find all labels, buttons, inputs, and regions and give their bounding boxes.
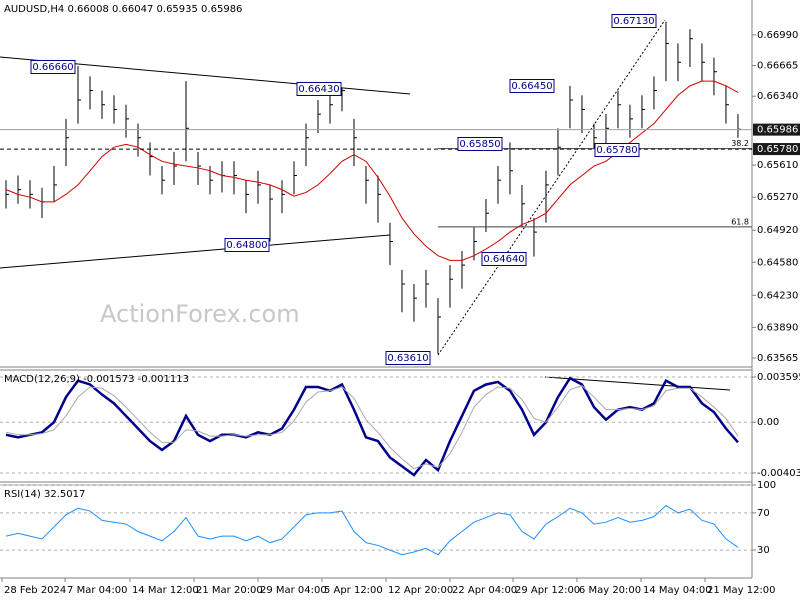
annotation-box bbox=[296, 82, 342, 96]
y-tick-label: 30 bbox=[757, 545, 770, 556]
annotation: 0.65780 bbox=[596, 145, 637, 156]
fib-label: 38.2 bbox=[731, 139, 749, 148]
series-line bbox=[5, 385, 739, 470]
panel-title: RSI(14) 32.5017 bbox=[4, 489, 85, 500]
y-tick-label: 0.66665 bbox=[757, 61, 798, 72]
y-tick-label: 100 bbox=[757, 480, 776, 491]
y-tick-label: 0.00 bbox=[757, 417, 779, 428]
x-tick-label: 14 Mar 12:00 bbox=[132, 585, 199, 596]
annotation: 0.66430 bbox=[298, 84, 339, 95]
price-tag-label: 0.65986 bbox=[757, 125, 798, 136]
series-line bbox=[5, 376, 739, 477]
annotation-box bbox=[594, 143, 640, 157]
y-tick-label: 0.63565 bbox=[757, 353, 798, 364]
y-tick-label: 0.65270 bbox=[757, 192, 798, 203]
x-tick-label: 14 May 04:00 bbox=[643, 585, 712, 596]
panel-title: MACD(12,26,9) -0.001573 -0.001113 bbox=[4, 374, 189, 385]
watermark: ActionForex.com bbox=[100, 300, 300, 328]
x-tick-label: 21 Mar 20:00 bbox=[196, 585, 263, 596]
y-tick-label: -0.004031 bbox=[757, 468, 800, 479]
y-tick-label: 0.64920 bbox=[757, 225, 798, 236]
x-tick-label: 6 May 20:00 bbox=[579, 585, 641, 596]
annotation: 0.67130 bbox=[613, 16, 654, 27]
plot-layer: ActionForex.com 0.66990 0.66665 0.66340 0.65… bbox=[0, 4, 800, 596]
x-tick-label: 29 Mar 04:00 bbox=[260, 585, 327, 596]
annotation-box bbox=[224, 238, 270, 252]
x-tick-label: 29 Apr 12:00 bbox=[515, 585, 580, 596]
y-tick-label: 0.64230 bbox=[757, 290, 798, 301]
annotation-box bbox=[30, 60, 76, 74]
annotation-box bbox=[385, 351, 431, 365]
y-tick-label: 0.63890 bbox=[757, 322, 798, 333]
annotation: 0.65850 bbox=[459, 139, 500, 150]
annotation-box bbox=[509, 79, 555, 93]
x-tick-label: 28 Feb 2024 bbox=[4, 585, 66, 596]
annotation-box bbox=[481, 252, 527, 266]
y-tick-label: 0.64580 bbox=[757, 257, 798, 268]
x-tick-label: 7 Mar 04:00 bbox=[67, 585, 127, 596]
annotation: 0.64640 bbox=[483, 254, 524, 265]
fib-line bbox=[437, 19, 666, 356]
annotation: 0.64800 bbox=[226, 240, 267, 251]
x-tick-label: 22 Apr 04:00 bbox=[452, 585, 517, 596]
x-tick-label: 12 Apr 20:00 bbox=[388, 585, 453, 596]
trendline bbox=[0, 234, 391, 269]
annotation: 0.66660 bbox=[32, 62, 73, 73]
x-tick-label: 5 Apr 12:00 bbox=[324, 585, 383, 596]
annotation: 0.66450 bbox=[511, 81, 552, 92]
trendline bbox=[544, 376, 731, 391]
y-tick-label: 0.003595 bbox=[757, 372, 800, 383]
x-tick-label: 21 May 12:00 bbox=[707, 585, 776, 596]
annotation: 0.63610 bbox=[387, 353, 428, 364]
series-line bbox=[5, 504, 739, 556]
annotation-box bbox=[457, 137, 503, 151]
price-tag-label: 0.65780 bbox=[757, 144, 798, 155]
y-tick-label: 0.66990 bbox=[757, 30, 798, 41]
y-tick-label: 70 bbox=[757, 508, 770, 519]
annotation-box bbox=[611, 14, 657, 28]
y-tick-label: 0.66340 bbox=[757, 91, 798, 102]
fib-label: 61.8 bbox=[731, 217, 749, 226]
panel-title: AUDUSD,H4 0.66008 0.66047 0.65935 0.6598… bbox=[4, 4, 242, 15]
price-tag bbox=[753, 123, 800, 136]
price-tag bbox=[753, 143, 800, 156]
y-tick-label: 0.65610 bbox=[757, 160, 798, 171]
